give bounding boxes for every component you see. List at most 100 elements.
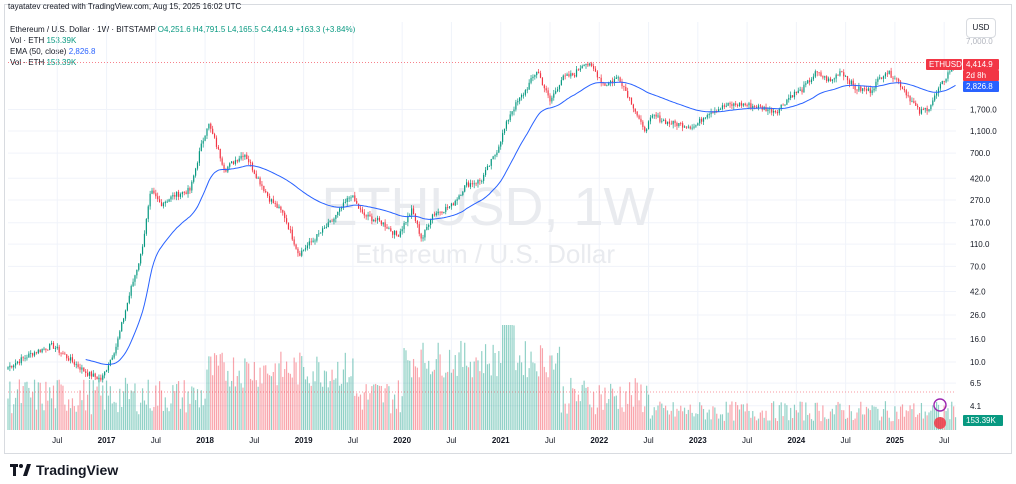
candle-body bbox=[308, 241, 310, 246]
volume-bar bbox=[246, 361, 248, 430]
legend-ema-row[interactable]: EMA (50, close) 2,826.8 bbox=[10, 46, 355, 57]
volume-bar bbox=[141, 388, 144, 430]
volume-bar bbox=[215, 355, 218, 430]
candle-body bbox=[431, 214, 434, 220]
candle-body bbox=[85, 371, 87, 373]
candle-body bbox=[886, 73, 888, 75]
candle-body bbox=[676, 123, 678, 127]
candle-body bbox=[818, 72, 820, 74]
volume-bar bbox=[251, 380, 254, 430]
candle-body bbox=[577, 69, 580, 71]
volume-bar bbox=[323, 370, 326, 430]
candle-body bbox=[507, 120, 509, 122]
volume-bar bbox=[58, 379, 60, 430]
volume-bar bbox=[769, 420, 771, 430]
candle-body bbox=[176, 191, 178, 197]
volume-tag: 153.39K bbox=[966, 416, 996, 425]
x-tick-label: 2018 bbox=[196, 436, 214, 445]
volume-bar bbox=[223, 362, 225, 430]
candle-body bbox=[35, 352, 38, 354]
candle-body bbox=[253, 170, 255, 174]
candle-body bbox=[367, 214, 369, 217]
candle-body bbox=[162, 203, 164, 207]
candle-body bbox=[392, 231, 394, 235]
volume-bar bbox=[663, 408, 665, 430]
volume-bar bbox=[498, 351, 500, 430]
candle-body bbox=[494, 155, 496, 157]
candle-body bbox=[293, 239, 295, 245]
candle-body bbox=[168, 199, 170, 202]
candle-body bbox=[788, 97, 790, 100]
candle-body bbox=[634, 108, 636, 112]
candle-body bbox=[314, 240, 316, 242]
candle-body bbox=[719, 108, 722, 110]
candle-body bbox=[863, 88, 866, 90]
volume-bar bbox=[754, 416, 756, 430]
volume-bar bbox=[77, 405, 79, 430]
volume-bar bbox=[627, 403, 629, 430]
candle-body bbox=[306, 245, 309, 249]
volume-bar bbox=[761, 410, 763, 430]
candle-body bbox=[121, 322, 123, 332]
volume-bar bbox=[168, 411, 170, 430]
volume-bar bbox=[363, 392, 365, 430]
volume-bar bbox=[153, 406, 155, 430]
volume-bar bbox=[594, 414, 597, 430]
legend-volume2-row[interactable]: Vol · ETH 153.39K bbox=[10, 57, 355, 68]
legend-volume-row[interactable]: Vol · ETH 153.39K bbox=[10, 35, 355, 46]
volume-bar bbox=[460, 340, 462, 430]
y-tick-label: 70.0 bbox=[970, 262, 986, 271]
volume-bar bbox=[831, 408, 833, 430]
candle-body bbox=[157, 196, 159, 200]
volume-bar bbox=[33, 379, 36, 430]
volume-bar bbox=[875, 406, 877, 430]
volume-bar bbox=[109, 386, 111, 430]
candle-body bbox=[117, 338, 119, 347]
volume-bar bbox=[945, 411, 947, 430]
candle-body bbox=[160, 202, 163, 207]
tradingview-brand[interactable]: TradingView bbox=[10, 462, 118, 478]
volume-bar bbox=[634, 378, 636, 430]
candle-body bbox=[547, 90, 549, 96]
candle-body bbox=[376, 217, 379, 221]
x-tick-label: 2019 bbox=[295, 436, 313, 445]
legend-title-row[interactable]: Ethereum / U.S. Dollar · 1W · BITSTAMP O… bbox=[10, 24, 355, 35]
volume-bar bbox=[189, 403, 191, 430]
candle-body bbox=[45, 348, 47, 350]
candle-body bbox=[333, 218, 335, 222]
candle-body bbox=[585, 63, 587, 65]
volume-bar bbox=[276, 385, 278, 430]
volume-bar bbox=[596, 407, 598, 430]
candle-body bbox=[824, 76, 826, 78]
volume-bar bbox=[488, 363, 490, 430]
volume-bar bbox=[676, 408, 678, 430]
candle-body bbox=[206, 128, 208, 136]
price-chart[interactable]: 1,700.0 1,100.0 700.0 420.0 270.0 170.0 110.0 7… bbox=[0, 0, 1016, 460]
volume-bar bbox=[615, 395, 617, 430]
volume-bar bbox=[297, 384, 299, 430]
candle-body bbox=[191, 181, 193, 191]
candle-body bbox=[405, 222, 407, 224]
volume-bar bbox=[740, 404, 742, 430]
candle-body bbox=[693, 126, 695, 128]
volume-bar bbox=[818, 410, 820, 430]
candle-body bbox=[123, 318, 125, 323]
volume-bar bbox=[935, 401, 938, 430]
candle-body bbox=[695, 125, 697, 127]
volume-bar bbox=[884, 401, 887, 430]
volume-bar bbox=[621, 407, 623, 430]
volume-bar bbox=[846, 417, 849, 430]
volume-bar bbox=[490, 375, 492, 430]
candle-body bbox=[47, 349, 49, 351]
volume-bar bbox=[646, 385, 648, 430]
candle-body bbox=[458, 195, 460, 200]
candle-body bbox=[674, 120, 676, 124]
volume-bar bbox=[564, 403, 566, 430]
candle-body bbox=[225, 170, 227, 172]
volume-bar bbox=[522, 375, 525, 430]
currency-button[interactable]: USD bbox=[966, 18, 996, 38]
candle-body bbox=[193, 175, 195, 182]
candle-body bbox=[907, 95, 909, 97]
candle-body bbox=[105, 370, 108, 372]
volume-bar bbox=[731, 401, 733, 430]
